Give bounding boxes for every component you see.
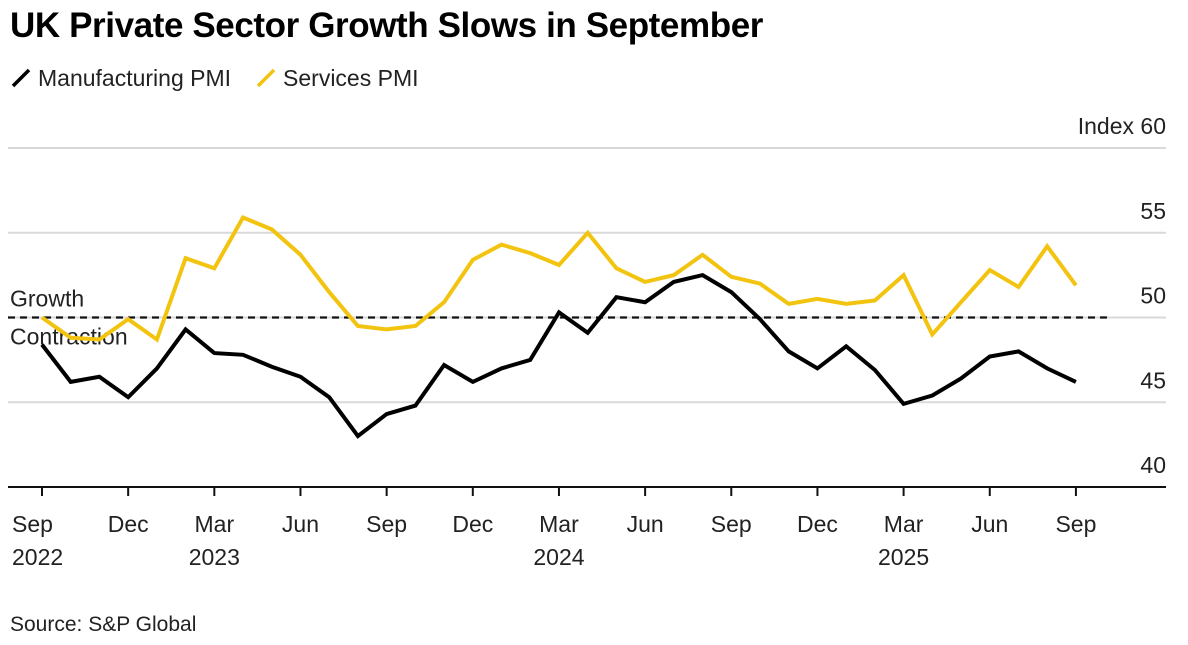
x-tick-label-33: Jun bbox=[971, 511, 1008, 537]
legend: Manufacturing PMI Services PMI bbox=[10, 62, 443, 94]
x-year-label-2022: 2022 bbox=[12, 544, 63, 570]
legend-label-services: Services PMI bbox=[283, 64, 419, 91]
x-tick-label-30: Mar bbox=[884, 511, 924, 537]
series-lines bbox=[40, 214, 1078, 439]
series-line-manufacturing-pmi bbox=[40, 272, 1077, 439]
x-tick-label-24: Sep bbox=[711, 511, 752, 537]
x-tick-label-27: Dec bbox=[797, 511, 838, 537]
gridlines: Index 60 55 50 45 40 bbox=[8, 113, 1166, 478]
x-year-label-2025: 2025 bbox=[878, 544, 929, 570]
x-tick-label-0: Sep bbox=[12, 511, 53, 537]
x-year-label-2023: 2023 bbox=[189, 544, 240, 570]
y-tick-label-60: Index 60 bbox=[1078, 113, 1166, 139]
y-tick-label-45: 45 bbox=[1140, 367, 1166, 393]
y-tick-label-50: 50 bbox=[1140, 283, 1166, 309]
x-tick-label-36: Sep bbox=[1055, 511, 1096, 537]
x-year-label-2024: 2024 bbox=[533, 544, 584, 570]
legend-item-services: Services PMI bbox=[255, 64, 419, 92]
x-tick-label-12: Sep bbox=[366, 511, 407, 537]
x-tick-label-18: Mar bbox=[539, 511, 579, 537]
legend-swatch-services bbox=[256, 68, 276, 88]
legend-swatch-manufacturing bbox=[11, 68, 31, 88]
x-axis: Sep 2022 Dec Mar 2023 Jun Sep Dec Mar 2024 Jun Sep D… bbox=[8, 486, 1166, 570]
series-line-services-pmi bbox=[40, 214, 1078, 343]
source-note: Source: S&P Global bbox=[10, 613, 197, 636]
x-tick-label-15: Dec bbox=[452, 511, 493, 537]
x-tick-label-6: Mar bbox=[195, 511, 235, 537]
legend-item-manufacturing: Manufacturing PMI bbox=[10, 65, 231, 92]
y-tick-label-40: 40 bbox=[1140, 452, 1166, 478]
threshold-label-growth: Growth bbox=[10, 286, 84, 312]
y-tick-label-55: 55 bbox=[1140, 198, 1166, 224]
x-tick-label-21: Jun bbox=[627, 511, 664, 537]
x-tick-label-3: Dec bbox=[108, 511, 149, 537]
chart-title: UK Private Sector Growth Slows in Septem… bbox=[10, 6, 763, 45]
x-tick-label-9: Jun bbox=[282, 511, 319, 537]
legend-label-manufacturing: Manufacturing PMI bbox=[38, 64, 232, 91]
